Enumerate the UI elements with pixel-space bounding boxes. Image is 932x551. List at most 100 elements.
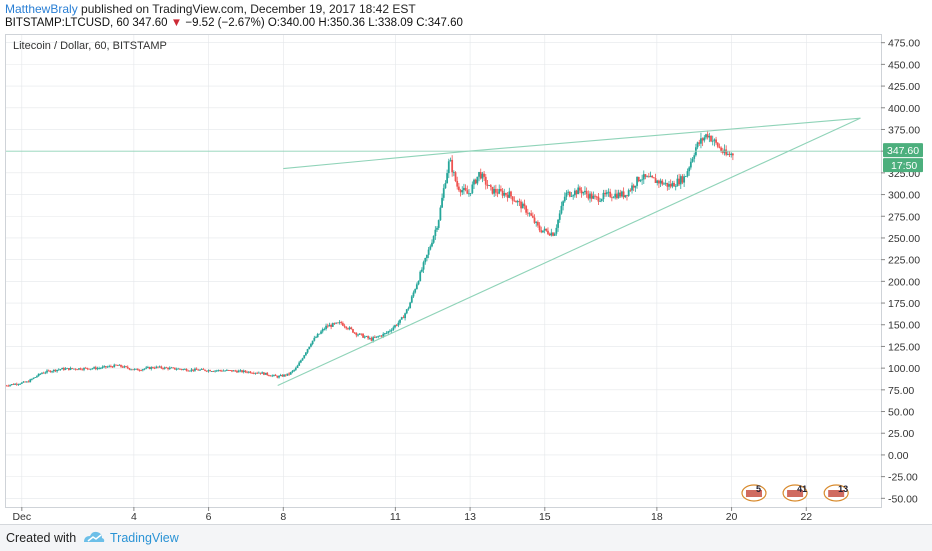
candle-body xyxy=(523,203,526,207)
candle-body xyxy=(294,367,297,370)
candle-body xyxy=(691,158,694,162)
tradingview-brand[interactable]: TradingView xyxy=(110,531,179,545)
candle-body xyxy=(567,191,570,193)
candle-body xyxy=(671,182,674,187)
candle-body xyxy=(676,178,679,187)
candle-body xyxy=(703,137,706,141)
candle-body xyxy=(291,370,294,373)
candle-body xyxy=(368,338,371,339)
candle-body xyxy=(536,221,539,226)
candle-body xyxy=(713,139,716,141)
candle-body xyxy=(579,187,581,191)
candle-body xyxy=(246,371,248,373)
candle-body xyxy=(165,367,168,369)
candle-body xyxy=(395,325,398,326)
candle-body xyxy=(283,374,285,377)
candle-body xyxy=(32,377,35,379)
candle-body xyxy=(419,271,422,282)
x-tick-label: 18 xyxy=(651,511,663,522)
candle-body xyxy=(168,367,171,370)
candle-body xyxy=(259,372,262,374)
candle-body xyxy=(242,370,245,373)
candle-body xyxy=(646,176,649,178)
candle-body xyxy=(148,367,151,369)
candle-body xyxy=(632,185,635,188)
candle-body xyxy=(479,171,482,179)
candle-body xyxy=(321,329,324,332)
candle-body xyxy=(131,369,134,371)
candle-body xyxy=(108,365,111,367)
candle-body xyxy=(553,233,556,236)
y-tick-label: 450.00 xyxy=(888,59,920,71)
candle-body xyxy=(531,215,534,218)
candle-body xyxy=(266,372,269,376)
candle-body xyxy=(269,375,272,377)
candle-body xyxy=(251,372,254,374)
candle-body xyxy=(515,201,517,203)
candle-body xyxy=(427,249,430,255)
candle-body xyxy=(76,369,79,371)
candle-body xyxy=(605,192,608,195)
y-tick-label: 150.00 xyxy=(888,320,920,332)
candle-body xyxy=(585,190,588,195)
candle-body xyxy=(343,325,346,327)
y-tick-label: 125.00 xyxy=(888,341,920,353)
flag-icon xyxy=(787,490,804,497)
candle-body xyxy=(231,370,233,372)
low-value: L:338.09 xyxy=(368,17,414,29)
candle-body xyxy=(558,213,561,220)
candle-body xyxy=(363,336,366,338)
candle-body xyxy=(353,332,356,334)
candle-body xyxy=(279,375,282,376)
candle-body xyxy=(639,180,642,182)
candle-body xyxy=(173,367,176,370)
candle-body xyxy=(36,376,38,378)
candle-body xyxy=(352,329,354,333)
candle-body xyxy=(120,364,122,367)
candle-body xyxy=(456,180,459,187)
candle-body xyxy=(501,190,504,196)
candle-body xyxy=(384,333,386,335)
candle-body xyxy=(30,378,33,380)
price-axis[interactable]: -50.00 -25.00 0.00 25.00 50.00 75.00 100.00 125… xyxy=(881,38,923,506)
candle-body xyxy=(447,161,450,174)
candle-body xyxy=(12,384,15,385)
candle-body xyxy=(728,154,731,155)
candle-body xyxy=(183,368,186,370)
close-value: C:347.60 xyxy=(416,17,463,29)
candle-body xyxy=(489,185,492,187)
candle-body xyxy=(506,194,509,198)
candle-body xyxy=(136,368,139,371)
chart-frame[interactable]: 5 41 13 -50.00 -25.00 0.00 25.00 50.00 75.00 100… xyxy=(5,34,925,522)
candle-body xyxy=(689,161,692,168)
tradingview-logo-icon[interactable] xyxy=(82,528,106,546)
author-link[interactable]: MatthewBraly xyxy=(5,2,78,16)
candle-body xyxy=(562,201,564,206)
candle-body xyxy=(679,176,682,185)
price-chart[interactable]: 5 41 13 -50.00 -25.00 0.00 25.00 50.00 75.00 100… xyxy=(5,34,925,522)
candle-body xyxy=(241,370,243,373)
candle-body xyxy=(316,334,319,338)
candle-body xyxy=(390,329,393,331)
candle-body xyxy=(387,331,390,333)
candle-body xyxy=(234,370,237,372)
candle-body xyxy=(518,201,521,202)
y-tick-label: 50.00 xyxy=(888,407,914,419)
candle-body xyxy=(293,369,296,371)
candle-body xyxy=(637,176,640,182)
candle-body xyxy=(615,193,618,199)
time-axis[interactable]: Dec 4 6 8 11 13 15 18 20 22 xyxy=(12,507,812,522)
candle-body xyxy=(649,175,652,178)
open-value: O:340.00 xyxy=(267,17,316,29)
candle-body xyxy=(394,325,396,328)
y-tick-label: 300.00 xyxy=(888,190,920,202)
candle-body xyxy=(496,192,499,194)
candle-body xyxy=(126,366,129,369)
candle-body xyxy=(552,232,554,236)
last-price-badge-text: 347.60 xyxy=(887,145,919,157)
candle-body xyxy=(357,334,359,336)
candle-body xyxy=(627,190,630,196)
candle-body xyxy=(284,374,287,376)
candle-body xyxy=(338,322,341,323)
footer: Created with TradingView xyxy=(0,524,932,551)
